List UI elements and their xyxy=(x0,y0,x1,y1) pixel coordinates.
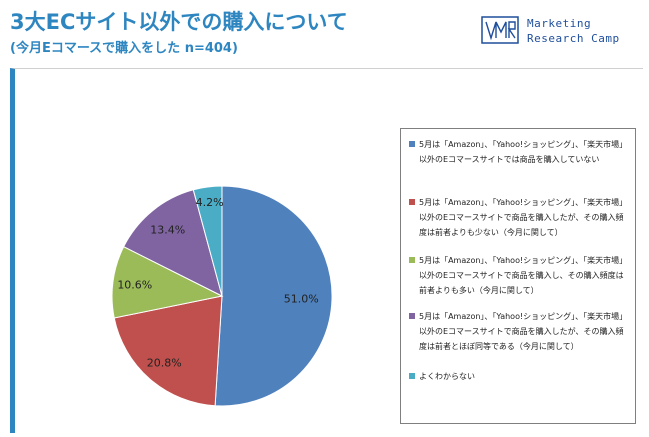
legend-label: よくわからない xyxy=(419,372,475,381)
legend-swatch xyxy=(409,199,415,205)
pie-slice-label: 51.0% xyxy=(284,293,319,306)
chart-legend: 5月は「Amazon」、「Yahoo!ショッピング」、「楽天市場」以外のEコマー… xyxy=(400,128,636,424)
legend-label: 5月は「Amazon」、「Yahoo!ショッピング」、「楽天市場」以外のEコマー… xyxy=(419,140,628,164)
legend-label: 5月は「Amazon」、「Yahoo!ショッピング」、「楽天市場」以外のEコマー… xyxy=(419,312,628,351)
legend-swatch xyxy=(409,313,415,319)
legend-swatch xyxy=(409,141,415,147)
mrc-logo-icon xyxy=(481,16,519,44)
pie-slice xyxy=(214,185,333,407)
pie-slice xyxy=(192,185,223,297)
pie-slice-label: 4.2% xyxy=(196,196,224,209)
logo-text-line1: Marketing xyxy=(527,17,592,30)
pie-slice-label: 13.4% xyxy=(150,224,185,237)
brand-logo: Marketing Research Camp xyxy=(481,14,641,54)
pie-slice xyxy=(113,295,223,407)
pie-slice xyxy=(111,246,224,319)
logo-text-line2: Research Camp xyxy=(527,32,620,45)
chart-subtitle: (今月Eコマースで購入をした n=404) xyxy=(10,41,238,56)
legend-label: 5月は「Amazon」、「Yahoo!ショッピング」、「楽天市場」以外のEコマー… xyxy=(419,198,628,237)
chart-frame xyxy=(10,68,643,433)
pie-slice-label: 20.8% xyxy=(147,356,182,369)
pie-slice-label: 10.6% xyxy=(117,278,152,291)
legend-label: 5月は「Amazon」、「Yahoo!ショッピング」、「楽天市場」以外のEコマー… xyxy=(419,256,628,295)
pie-slice xyxy=(123,189,223,297)
chart-title: 3大ECサイト以外での購入について xyxy=(10,10,348,34)
legend-swatch xyxy=(409,373,415,379)
legend-swatch xyxy=(409,257,415,263)
